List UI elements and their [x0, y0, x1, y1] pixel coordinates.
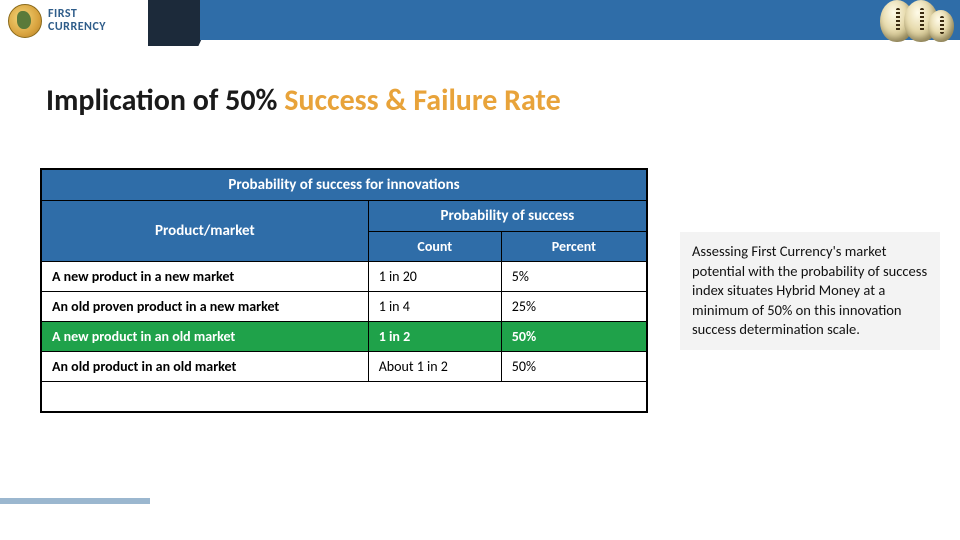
cowrie-shells-icon	[890, 0, 954, 42]
cell-percent: 50%	[501, 322, 646, 352]
header-blue-bar	[200, 0, 960, 40]
cell-product: An old product in an old market	[42, 352, 369, 382]
title-part2: Success & Failure Rate	[284, 82, 561, 119]
cell-percent: 25%	[501, 292, 646, 322]
table-row: An old proven product in a new market 1 …	[42, 292, 647, 322]
shell-icon	[928, 10, 954, 42]
header: FIRST CURRENCY	[0, 0, 960, 46]
brand-logo: FIRST CURRENCY	[8, 4, 106, 38]
col-product: Product/market	[42, 201, 369, 262]
table-row: An old product in an old market About 1 …	[42, 352, 647, 382]
cell-percent: 50%	[501, 352, 646, 382]
innovation-table: Probability of success for innovations P…	[40, 168, 648, 413]
cell-product: A new product in a new market	[42, 262, 369, 292]
brand-line2: CURRENCY	[48, 21, 106, 34]
table-body: A new product in a new market 1 in 20 5%…	[42, 262, 647, 412]
cell-count: About 1 in 2	[368, 352, 501, 382]
cell-count: 1 in 4	[368, 292, 501, 322]
col-probability: Probability of success	[368, 201, 646, 232]
table-banner: Probability of success for innovations	[42, 170, 647, 201]
footer-accent-line	[0, 498, 150, 504]
globe-icon	[8, 4, 42, 38]
page-title: Implication of 50% Success & Failure Rat…	[46, 82, 561, 119]
cell-product: An old proven product in a new market	[42, 292, 369, 322]
table-header-row: Product/market Probability of success	[42, 201, 647, 232]
brand-text: FIRST CURRENCY	[48, 8, 106, 33]
cell-count: 1 in 20	[368, 262, 501, 292]
col-percent: Percent	[501, 232, 646, 262]
table: Probability of success for innovations P…	[41, 169, 647, 412]
side-note: Assessing First Currency's market potent…	[680, 232, 940, 350]
title-part1: Implication of 50%	[46, 82, 284, 119]
cell-count: 1 in 2	[368, 322, 501, 352]
table-banner-row: Probability of success for innovations	[42, 170, 647, 201]
table-row: A new product in an old market 1 in 2 50…	[42, 322, 647, 352]
table-source-row: Source: A.T. Kearny	[42, 382, 647, 412]
cell-percent: 5%	[501, 262, 646, 292]
col-count: Count	[368, 232, 501, 262]
cell-product: A new product in an old market	[42, 322, 369, 352]
table-row: A new product in a new market 1 in 20 5%	[42, 262, 647, 292]
table-source: Source: A.T. Kearny	[42, 382, 647, 412]
